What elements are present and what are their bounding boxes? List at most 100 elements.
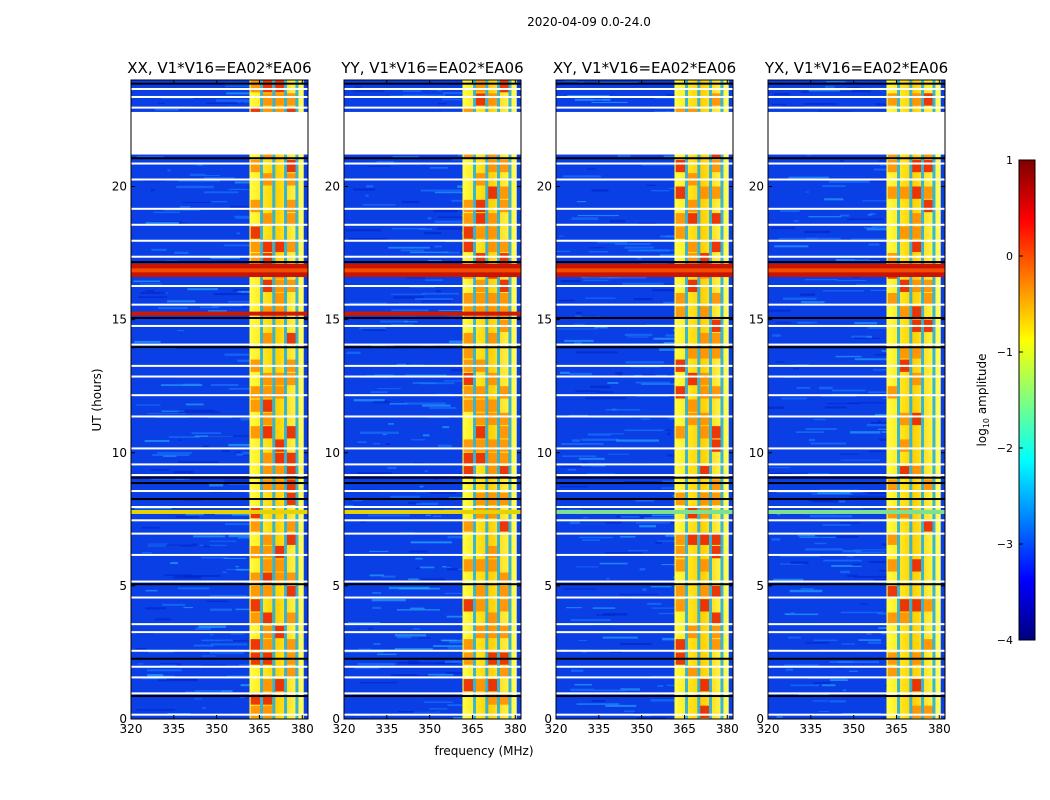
noise-mark bbox=[562, 455, 597, 458]
noise-mark bbox=[397, 636, 412, 639]
noise-mark bbox=[396, 363, 407, 365]
rfi-cell bbox=[286, 239, 297, 253]
flag-line-dark bbox=[344, 476, 521, 479]
y-tick-label: 0 bbox=[544, 712, 552, 726]
noise-mark bbox=[239, 697, 246, 699]
noise-mark bbox=[346, 351, 361, 355]
rfi-cell bbox=[487, 439, 498, 452]
rfi-cell bbox=[911, 346, 922, 359]
noise-mark bbox=[617, 154, 631, 158]
rfi-cell bbox=[262, 639, 273, 652]
rfi-cell bbox=[911, 306, 922, 319]
noise-mark bbox=[627, 336, 649, 338]
noise-mark bbox=[210, 257, 240, 259]
noise-mark bbox=[559, 486, 589, 488]
channel-divider bbox=[709, 80, 713, 719]
noise-mark bbox=[169, 436, 200, 438]
flag-line bbox=[344, 474, 521, 477]
noise-mark bbox=[421, 578, 445, 581]
noise-mark bbox=[353, 399, 385, 402]
flag-line bbox=[556, 223, 733, 226]
noise-mark bbox=[571, 439, 581, 442]
noise-mark bbox=[449, 641, 468, 644]
flag-line-dark bbox=[131, 157, 308, 160]
rfi-cell bbox=[475, 559, 486, 572]
noise-mark bbox=[438, 216, 465, 218]
noise-mark bbox=[210, 491, 233, 493]
noise-mark bbox=[222, 571, 227, 574]
rfi-cell bbox=[274, 386, 285, 399]
rfi-cell bbox=[675, 532, 686, 545]
noise-mark bbox=[133, 280, 161, 283]
flag-line bbox=[131, 474, 308, 477]
noise-mark bbox=[365, 194, 369, 197]
rfi-cell bbox=[250, 399, 261, 412]
noise-mark bbox=[781, 397, 807, 400]
noise-mark bbox=[152, 453, 190, 456]
noise-mark bbox=[165, 544, 193, 547]
noise-mark bbox=[187, 288, 218, 291]
panel-yy: YY, V1*V16=EA02*EA06 320 335 350 365 380 0 5 10 1… bbox=[325, 59, 527, 736]
noise-mark bbox=[164, 574, 193, 577]
colorbar: 10−1−2−3−4 log10 amplitude bbox=[975, 154, 1036, 647]
rfi-cell bbox=[887, 585, 898, 599]
flag-line bbox=[556, 474, 733, 477]
flag-line bbox=[768, 506, 945, 508]
noise-mark bbox=[397, 661, 420, 664]
flag-line-dark bbox=[768, 261, 945, 264]
noise-mark bbox=[436, 90, 443, 92]
noise-mark bbox=[862, 200, 892, 202]
rfi-cell bbox=[887, 665, 898, 679]
rfi-cell bbox=[923, 519, 934, 532]
noise-mark bbox=[858, 639, 882, 641]
rfi-cell bbox=[250, 692, 261, 705]
noise-mark bbox=[592, 607, 616, 609]
noise-mark bbox=[590, 385, 611, 389]
flag-line-dark bbox=[768, 482, 945, 485]
flag-line bbox=[131, 87, 308, 90]
rfi-cell bbox=[475, 80, 486, 93]
flag-line bbox=[768, 676, 945, 679]
rfi-cell bbox=[911, 213, 922, 226]
noise-mark bbox=[779, 554, 821, 558]
rfi-cell bbox=[499, 253, 510, 266]
rfi-cell bbox=[687, 372, 698, 386]
noise-mark bbox=[394, 634, 427, 637]
flag-line bbox=[344, 239, 521, 242]
rfi-cell bbox=[687, 399, 698, 412]
noise-mark bbox=[824, 85, 835, 89]
noise-mark bbox=[828, 180, 870, 183]
noise-mark bbox=[784, 613, 789, 615]
x-tick-label: 335 bbox=[162, 722, 185, 736]
flag-line-dark bbox=[344, 482, 521, 485]
noise-mark bbox=[225, 85, 261, 87]
noise-mark bbox=[845, 259, 870, 262]
noise-mark bbox=[824, 406, 847, 409]
noise-mark bbox=[429, 708, 448, 710]
noise-mark bbox=[791, 322, 811, 324]
noise-mark bbox=[560, 279, 581, 283]
flag-line bbox=[344, 490, 521, 493]
noise-mark bbox=[605, 704, 637, 707]
x-tick-label: 350 bbox=[630, 722, 653, 736]
noise-mark bbox=[447, 535, 469, 539]
noise-mark bbox=[409, 550, 428, 553]
noise-mark bbox=[836, 279, 866, 282]
rfi-cell bbox=[475, 93, 486, 106]
noise-mark bbox=[449, 340, 463, 343]
strong-rfi-core bbox=[556, 268, 733, 273]
rfi-cell bbox=[274, 572, 285, 585]
noise-mark bbox=[381, 575, 396, 578]
noise-mark bbox=[874, 353, 893, 356]
noise-mark bbox=[635, 499, 655, 502]
noise-mark bbox=[210, 634, 214, 636]
noise-mark bbox=[868, 491, 886, 495]
rfi-cell bbox=[262, 93, 273, 106]
noise-mark bbox=[451, 368, 464, 372]
rfi-cell bbox=[487, 412, 498, 426]
noise-mark bbox=[842, 549, 862, 553]
noise-mark bbox=[835, 259, 855, 262]
flag-line bbox=[556, 415, 733, 418]
noise-mark bbox=[174, 251, 189, 255]
noise-mark bbox=[817, 110, 852, 112]
